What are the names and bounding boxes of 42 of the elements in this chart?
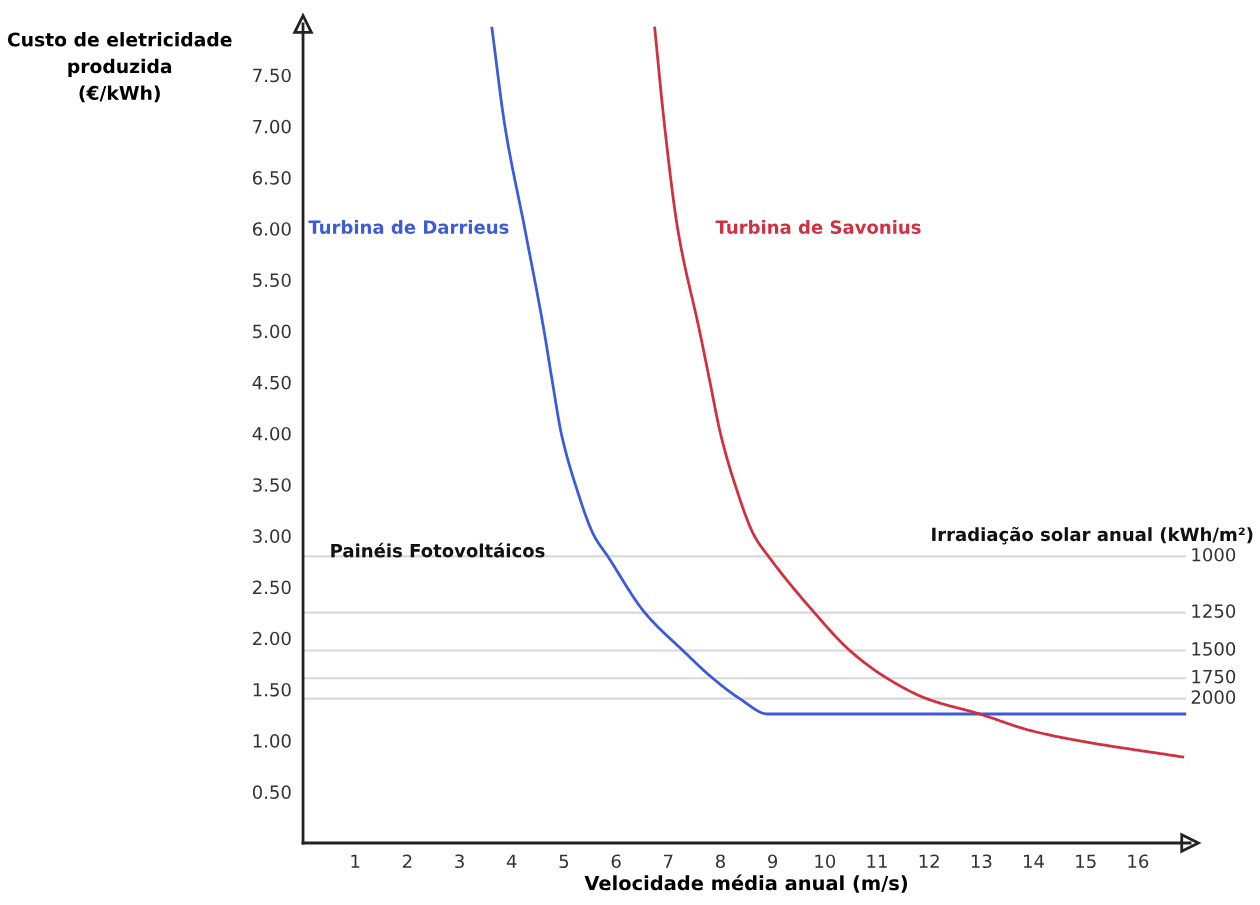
annotation: Painéis Fotovoltáicos: [331, 542, 545, 558]
y-tick-label: 1.50: [253, 682, 291, 697]
x-tick-label: 1: [351, 854, 360, 868]
x-tick-label: 15: [1076, 854, 1096, 869]
x-tick-label: 13: [971, 854, 992, 869]
x-tick-label: 11: [867, 854, 887, 868]
series-label: 2000: [1191, 690, 1236, 704]
x-tick-label: 2: [402, 854, 412, 868]
series-label: Turbina de Darrieus: [308, 220, 509, 234]
x-tick-label: 3: [455, 854, 464, 869]
x-tick-label: 6: [611, 854, 621, 869]
y-tick-label: 2.00: [253, 631, 291, 646]
y-tick-label: 4.00: [252, 426, 291, 441]
x-tick-label: 16: [1128, 854, 1149, 869]
y-axis-title: Custo de eletricidade produzida (€/kWh): [7, 32, 232, 103]
series-label: 1500: [1192, 642, 1236, 656]
y-tick-label: 4.50: [252, 375, 291, 390]
y-tick-label: 6.00: [252, 222, 291, 236]
x-tick-label: 12: [919, 854, 939, 868]
x-tick-label: 14: [1024, 854, 1045, 868]
x-axis-title: Velocidade média anual (m/s): [584, 874, 908, 893]
y-tick-label: 5.50: [253, 273, 291, 288]
y-tick-label: 1.00: [253, 734, 291, 748]
series-label: 1250: [1192, 604, 1236, 618]
x-tick-label: 10: [815, 854, 836, 869]
x-tick-label: 8: [715, 854, 725, 869]
y-tick-label: 3.50: [253, 478, 291, 492]
y-tick-label: 2.50: [253, 580, 291, 595]
y-tick-label: 5.00: [253, 324, 291, 339]
x-tick-label: 5: [559, 854, 569, 869]
annotation: Irradiação solar anual (kWh/m²): [932, 526, 1253, 545]
y-tick-label: 7.00: [253, 119, 291, 134]
y-tick-label: 7.50: [253, 68, 291, 83]
y-tick-label: 6.50: [252, 171, 291, 185]
x-tick-label: 9: [768, 854, 778, 869]
y-tick-label: 0.50: [252, 785, 291, 799]
series-label: 1750: [1192, 669, 1236, 684]
series-label: 1000: [1192, 547, 1236, 562]
y-tick-label: 3.00: [253, 529, 291, 543]
text: Turbina de Savonius: [715, 220, 921, 234]
x-tick-label: 7: [664, 854, 673, 868]
x-tick-label: 4: [506, 854, 517, 868]
